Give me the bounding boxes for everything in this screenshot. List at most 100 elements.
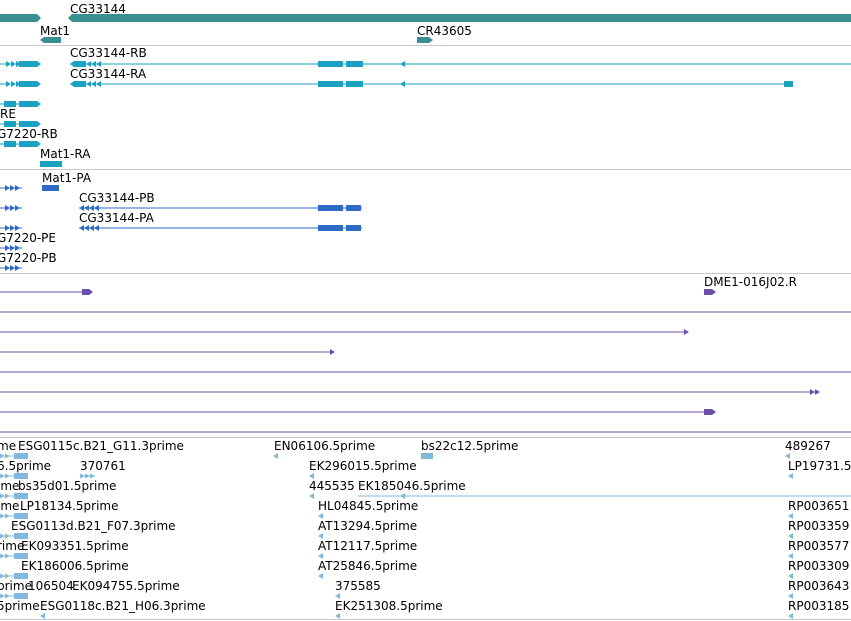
est-block bbox=[14, 553, 28, 559]
est-chevron bbox=[0, 593, 5, 599]
arrow-right-icon bbox=[330, 349, 335, 355]
exon-box bbox=[318, 205, 343, 211]
est-arrow bbox=[788, 553, 793, 559]
est-label[interactable]: prime bbox=[0, 579, 32, 593]
arrow-left-icon bbox=[400, 81, 405, 87]
arrow-right-icon bbox=[10, 265, 15, 271]
track-separator bbox=[0, 45, 851, 46]
est-label[interactable]: EN06106.5prime bbox=[274, 439, 376, 453]
est-label[interactable]: AT12117.5prime bbox=[318, 539, 418, 553]
est-label[interactable]: 106504 bbox=[28, 579, 74, 593]
arrow-right-icon bbox=[15, 185, 20, 191]
track-separator bbox=[0, 619, 851, 620]
transcript-label-cg33144-ra[interactable]: CG33144-RA bbox=[70, 67, 147, 81]
est-label[interactable]: AT13294.5prime bbox=[318, 519, 418, 533]
est-label[interactable]: LP18134.5prime bbox=[20, 499, 119, 513]
arrow-left-icon bbox=[89, 225, 94, 231]
est-label[interactable]: 445535 bbox=[309, 479, 355, 493]
est-label[interactable]: EK186006.5prime bbox=[21, 559, 129, 573]
est-block bbox=[14, 533, 28, 539]
est-label[interactable]: ime bbox=[0, 479, 20, 493]
gene-label-cr43605[interactable]: CR43605 bbox=[417, 24, 472, 38]
gene-glyph bbox=[40, 37, 61, 43]
exon-box bbox=[19, 141, 41, 147]
est-label[interactable]: RP003643 bbox=[788, 579, 850, 593]
est-label[interactable]: EK093351.5prime bbox=[21, 539, 129, 553]
protein-label-cg7220-pe[interactable]: G7220-PE bbox=[0, 231, 56, 245]
est-chevron bbox=[0, 573, 5, 579]
protein-label-cg33144-pa[interactable]: CG33144-PA bbox=[79, 211, 154, 225]
est-label[interactable]: 5prime bbox=[0, 599, 40, 613]
est-label[interactable]: 375585 bbox=[335, 579, 381, 593]
gene-label-mat1[interactable]: Mat1 bbox=[40, 24, 71, 38]
arrow-right-icon bbox=[815, 389, 820, 395]
arrow-left-icon bbox=[86, 61, 91, 67]
est-block bbox=[14, 493, 28, 499]
est-chevron bbox=[0, 553, 5, 559]
arrow-right-icon bbox=[15, 265, 20, 271]
est-label[interactable]: 489267 bbox=[785, 439, 831, 453]
est-label[interactable]: RP003309 bbox=[788, 559, 850, 573]
est-label[interactable]: bs22c12.5prime bbox=[421, 439, 519, 453]
arrow-right-icon bbox=[5, 205, 10, 211]
est-label[interactable]: LP19731.5 bbox=[788, 459, 851, 473]
est-label[interactable]: ESG0118c.B21_H06.3prime bbox=[40, 599, 206, 613]
est-label[interactable]: EK296015.5prime bbox=[309, 459, 417, 473]
est-label[interactable]: EK185046.5prime bbox=[358, 479, 466, 493]
est-block bbox=[14, 513, 28, 519]
arrow-right-icon bbox=[15, 245, 20, 251]
est-arrow bbox=[785, 453, 790, 459]
arrow-right-icon bbox=[6, 81, 11, 87]
arrow-left-icon bbox=[86, 81, 91, 87]
transcript-label-cg7220-rb[interactable]: G7220-RB bbox=[0, 127, 58, 141]
est-label[interactable]: 6.5prime bbox=[0, 459, 52, 473]
est-chevron bbox=[0, 533, 5, 539]
protein-label-cg7220-pb[interactable]: G7220-PB bbox=[0, 251, 57, 265]
protein-label-cg33144-pb[interactable]: CG33144-PB bbox=[79, 191, 155, 205]
exon-box bbox=[704, 409, 716, 415]
exon-box bbox=[70, 81, 86, 87]
est-arrow bbox=[318, 573, 323, 579]
protein-label-mat1-pa[interactable]: Mat1-PA bbox=[42, 171, 92, 185]
est-label[interactable]: ime bbox=[0, 499, 20, 513]
est-label[interactable]: RP003185 bbox=[788, 599, 850, 613]
exon-box bbox=[346, 81, 363, 87]
est-label[interactable]: AT25846.5prime bbox=[318, 559, 418, 573]
exon-box bbox=[19, 101, 41, 107]
exon-box bbox=[4, 101, 16, 107]
exon-box bbox=[19, 81, 41, 87]
gene-label-cg33144[interactable]: CG33144 bbox=[70, 2, 126, 16]
est-label[interactable]: rime bbox=[0, 539, 25, 553]
gene-glyph bbox=[417, 37, 433, 43]
est-chevron bbox=[0, 473, 5, 479]
est-label[interactable]: EK094755.5prime bbox=[72, 579, 180, 593]
arrow-left-icon bbox=[94, 225, 99, 231]
est-label[interactable]: HL04845.5prime bbox=[318, 499, 419, 513]
est-label[interactable]: ESG0113d.B21_F07.3prime bbox=[11, 519, 176, 533]
transcript-label-re[interactable]: RE bbox=[0, 107, 16, 121]
exon-box bbox=[318, 81, 343, 87]
exon-box bbox=[82, 289, 93, 295]
est-label[interactable]: me bbox=[0, 439, 17, 453]
arrow-right-icon bbox=[10, 225, 15, 231]
transcript-label-mat1-ra[interactable]: Mat1-RA bbox=[40, 147, 91, 161]
est-label[interactable]: RP003651 bbox=[788, 499, 850, 513]
exon-box bbox=[346, 205, 361, 211]
est-label[interactable]: RP003359 bbox=[788, 519, 850, 533]
est-label[interactable]: EK251308.5prime bbox=[335, 599, 443, 613]
est-label[interactable]: RP003577 bbox=[788, 539, 850, 553]
est-arrow bbox=[788, 573, 793, 579]
arrow-left-icon bbox=[91, 61, 96, 67]
arrow-right-icon bbox=[10, 245, 15, 251]
exon-box bbox=[42, 185, 59, 191]
exon-box bbox=[346, 61, 363, 67]
transcript-label-cg33144-rb[interactable]: CG33144-RB bbox=[70, 46, 147, 60]
est-label[interactable]: bs35d01.5prime bbox=[18, 479, 117, 493]
est-arrow bbox=[318, 553, 323, 559]
est-chevron bbox=[0, 513, 5, 519]
arrow-right-icon bbox=[684, 329, 689, 335]
est-label[interactable]: 370761 bbox=[80, 459, 126, 473]
alignment-label-dme1[interactable]: DME1-016J02.R bbox=[704, 275, 798, 289]
est-label[interactable]: ESG0115c.B21_G11.3prime bbox=[18, 439, 184, 453]
